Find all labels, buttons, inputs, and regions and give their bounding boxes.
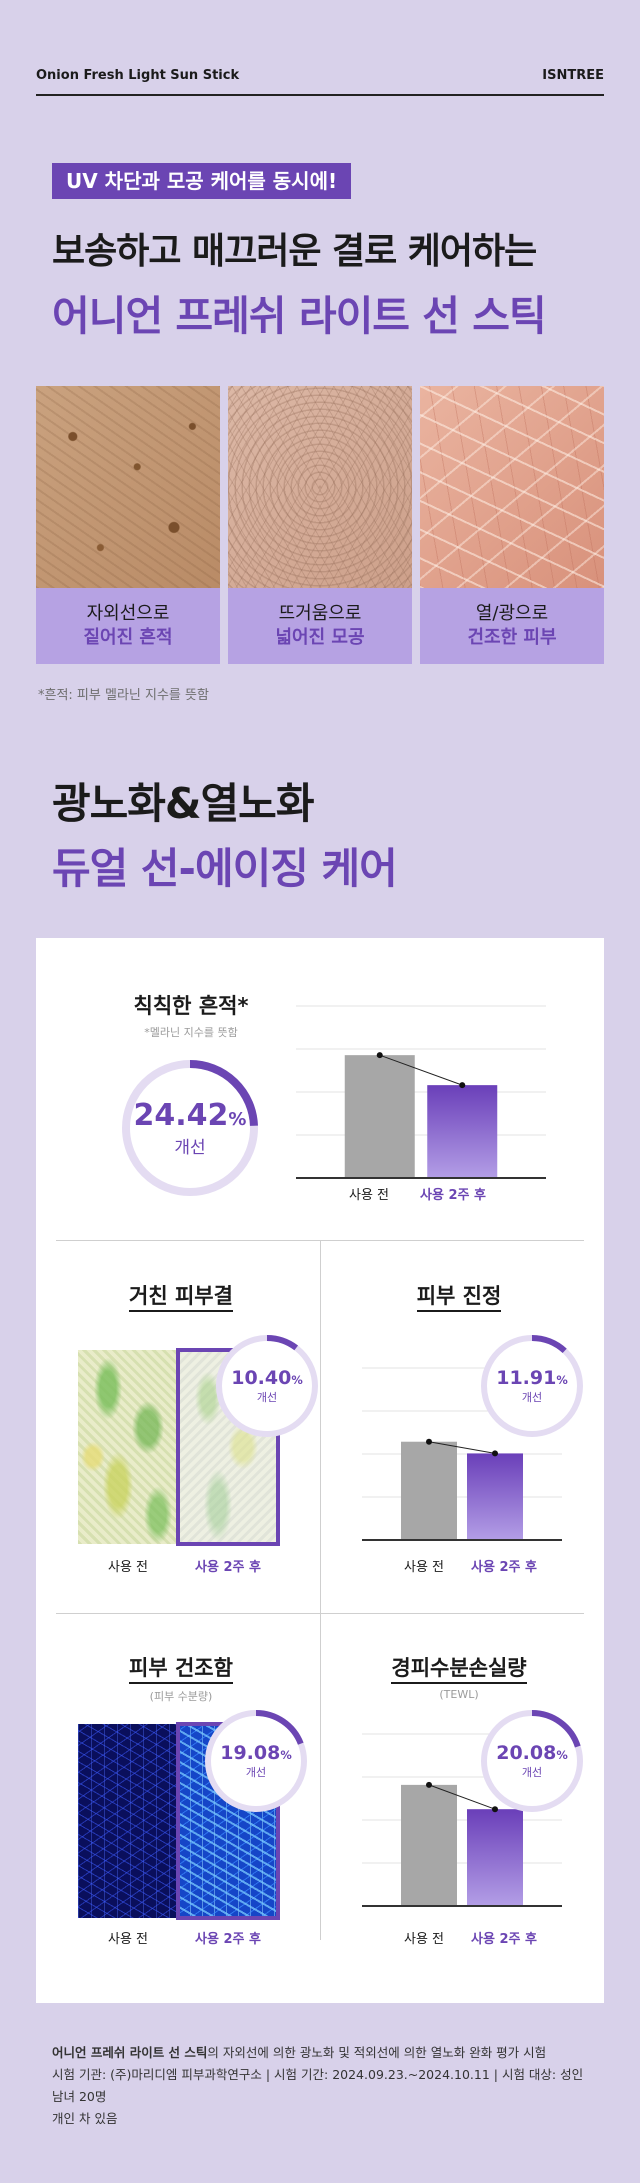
- headline-line-2: 어니언 프레쉬 라이트 선 스틱: [52, 292, 547, 340]
- caption-line-2: 넓어진 모공: [275, 627, 365, 648]
- x-label-after: 사용 2주 후: [471, 1560, 537, 1575]
- bar-chart-soothing: [362, 1367, 562, 1541]
- point-after: [492, 1806, 498, 1813]
- test-disclaimer: 어니언 프레쉬 라이트 선 스틱의 자외선에 의한 광노화 및 적외선에 의한 …: [52, 2042, 592, 2130]
- caption-line-1: 열/광으로: [475, 603, 549, 624]
- result-title-soothing: 피부 진정: [354, 1280, 564, 1312]
- ring-label-dryness: 19.08% 개선: [204, 1709, 308, 1813]
- enlarged-pores-image: [228, 386, 412, 588]
- headline-line-1: 보송하고 매끄러운 결로 케어하는: [52, 231, 537, 272]
- result-note-dryness: (피부 수분량): [149, 1690, 213, 1703]
- point-after: [492, 1450, 498, 1457]
- after-highlight-frame: [176, 1348, 280, 1546]
- skin-concern-cards: 자외선으로 짙어진 흔적 뜨거움으로 넓어진 모공 열/광으로 건조한 피부: [36, 386, 604, 664]
- improvement-ring-pigment: [122, 1060, 258, 1196]
- x-label-after: 사용 2주 후: [195, 1560, 261, 1575]
- caption-line-1: 자외선으로: [86, 603, 170, 624]
- disclaimer-line-3: 개인 차 있음: [52, 2111, 118, 2126]
- improvement-label: 개선: [245, 1766, 267, 1779]
- skin-card-caption: 자외선으로 짙어진 흔적: [36, 588, 220, 664]
- ring-label-pigment: 24.42% 개선: [120, 1058, 260, 1198]
- improvement-ring-texture: [216, 1335, 318, 1437]
- x-label-before: 사용 전: [107, 1560, 148, 1575]
- caption-line-2: 건조한 피부: [467, 627, 557, 648]
- skin-card-caption: 뜨거움으로 넓어진 모공: [228, 588, 412, 664]
- product-name-bold: 어니언 프레쉬 라이트 선 스틱: [52, 2045, 208, 2060]
- point-before: [426, 1781, 432, 1788]
- improvement-label: 개선: [174, 1138, 206, 1158]
- ring-label-tewl: 20.08% 개선: [480, 1709, 584, 1813]
- dryness-before-image: [78, 1724, 178, 1918]
- ring-label-texture: 10.40% 개선: [215, 1334, 319, 1438]
- improvement-ring-soothing: [481, 1335, 583, 1437]
- product-name: Onion Fresh Light Sun Stick: [36, 68, 240, 83]
- improvement-ring-tewl: [481, 1710, 583, 1812]
- bar-after: [427, 1085, 498, 1178]
- skin-card-dryness: 열/광으로 건조한 피부: [420, 386, 604, 664]
- skin-card-pigment: 자외선으로 짙어진 흔적: [36, 386, 220, 664]
- result-note-tewl: (TEWL): [439, 1688, 479, 1701]
- bar-chart-pigment: [296, 1005, 546, 1179]
- point-before: [376, 1052, 383, 1059]
- skin-footnote: *흔적: 피부 멜라닌 지수를 뜻함: [38, 688, 209, 703]
- bar-after: [467, 1809, 523, 1906]
- top-bar: Onion Fresh Light Sun Stick ISNTREE: [36, 68, 604, 96]
- improvement-label: 개선: [521, 1391, 543, 1404]
- point-after: [459, 1082, 466, 1089]
- x-label-after: 사용 2주 후: [471, 1932, 537, 1947]
- x-label-after: 사용 2주 후: [195, 1932, 261, 1947]
- bar-before: [344, 1055, 415, 1178]
- clinical-results-panel: 칙칙한 흔적* *멜라닌 지수를 뜻함 24.42% 개선 사용 전 사용 2주…: [36, 938, 604, 2003]
- caption-line-2: 짙어진 흔적: [83, 627, 173, 648]
- headline-badge: UV 차단과 모공 케어를 동시에!: [52, 163, 352, 199]
- disclaimer-text: 의 자외선에 의한 광노화 및 적외선에 의한 열노화 완화 평가 시험: [207, 2045, 547, 2060]
- improvement-percent: 24.42%: [133, 1098, 247, 1133]
- ring-label-soothing: 11.91% 개선: [480, 1334, 584, 1438]
- skin-card-caption: 열/광으로 건조한 피부: [420, 588, 604, 664]
- x-label-before: 사용 전: [403, 1560, 444, 1575]
- result-title-pigment: 칙칙한 흔적*: [133, 994, 249, 1018]
- x-label-after: 사용 2주 후: [420, 1188, 486, 1203]
- improvement-percent: 11.91%: [496, 1367, 568, 1389]
- result-title-dryness: 피부 건조함: [76, 1652, 286, 1684]
- x-label-before: 사용 전: [403, 1932, 444, 1947]
- improvement-ring-dryness: [205, 1710, 307, 1812]
- disclaimer-line-1: 어니언 프레쉬 라이트 선 스틱의 자외선에 의한 광노화 및 적외선에 의한 …: [52, 2042, 592, 2064]
- improvement-percent: 20.08%: [496, 1742, 568, 1764]
- result-note-pigment: *멜라닌 지수를 뜻함: [144, 1026, 238, 1039]
- improvement-percent: 10.40%: [231, 1367, 303, 1389]
- x-label-before: 사용 전: [107, 1932, 148, 1947]
- improvement-label: 개선: [256, 1391, 278, 1404]
- result-title-tewl: 경피수분손실량: [354, 1652, 564, 1684]
- texture-before-image: [78, 1350, 178, 1544]
- trend-line: [428, 1441, 496, 1454]
- pigmented-skin-image: [36, 386, 220, 588]
- trend-line: [428, 1784, 496, 1810]
- brand-name: ISNTREE: [542, 68, 604, 83]
- section-title-line-1: 광노화&열노화: [52, 779, 314, 828]
- caption-line-1: 뜨거움으로: [278, 603, 362, 624]
- improvement-percent: 19.08%: [220, 1742, 292, 1764]
- improvement-label: 개선: [521, 1766, 543, 1779]
- x-label-before: 사용 전: [348, 1188, 389, 1203]
- bar-before: [401, 1784, 457, 1906]
- disclaimer-line-2: 시험 기관: (주)마리디엠 피부과학연구소 | 시험 기간: 2024.09.…: [52, 2067, 584, 2104]
- divider: [320, 1240, 321, 1940]
- bar-after: [467, 1453, 523, 1540]
- trend-line: [379, 1054, 463, 1086]
- skin-card-pores: 뜨거움으로 넓어진 모공: [228, 386, 412, 664]
- result-title-texture: 거친 피부결: [76, 1280, 286, 1312]
- point-before: [426, 1438, 432, 1445]
- bar-before: [401, 1441, 457, 1540]
- section-title-line-2: 듀얼 선-에이징 케어: [52, 844, 398, 893]
- bar-chart-tewl: [362, 1733, 562, 1907]
- dry-skin-image: [420, 386, 604, 588]
